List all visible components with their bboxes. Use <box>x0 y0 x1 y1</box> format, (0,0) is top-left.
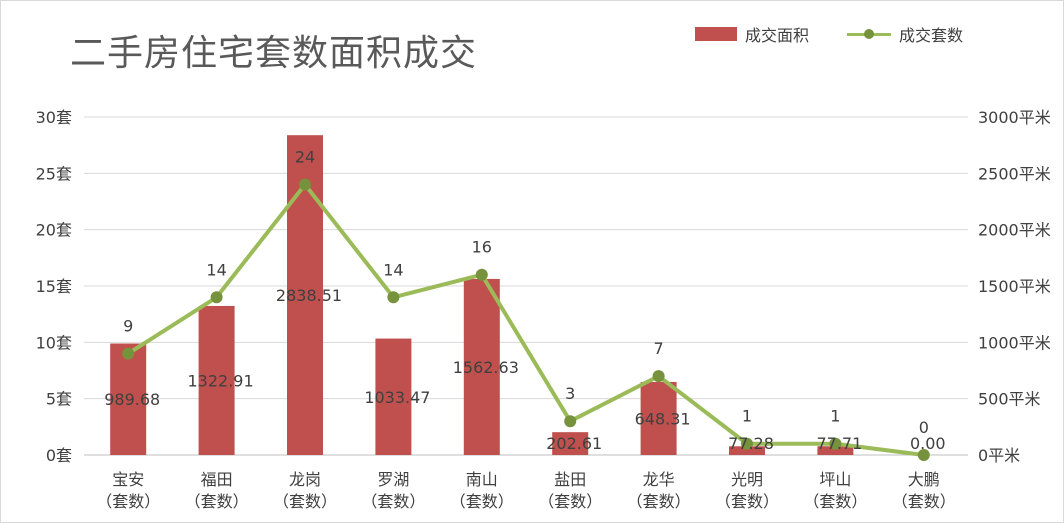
x-category-label: 龙华 <box>643 470 675 489</box>
x-category-sublabel: （套数） <box>715 492 779 511</box>
line-data-label: 3 <box>565 384 575 403</box>
legend-line-swatch <box>847 27 892 41</box>
line-marker <box>652 370 665 383</box>
bar-data-label: 648.31 <box>635 409 691 428</box>
bar-area <box>198 305 235 455</box>
line-marker <box>299 178 311 191</box>
bar-area <box>817 446 854 455</box>
y-right-tick-label: 0平米 <box>978 446 1020 465</box>
x-category-label: 龙岗 <box>289 470 321 489</box>
x-category-sublabel: （套数） <box>96 492 160 511</box>
line-data-label: 9 <box>123 317 133 336</box>
line-data-label: 14 <box>383 260 403 279</box>
line-data-label: 7 <box>654 339 664 358</box>
bar-data-label: 1562.63 <box>453 358 519 377</box>
bar-data-label: 202.61 <box>546 434 602 453</box>
bar-area <box>552 432 589 455</box>
x-category-sublabel: （套数） <box>450 492 514 511</box>
y-right-tick-label: 3000平米 <box>978 108 1051 127</box>
x-category-label: 宝安 <box>112 470 144 489</box>
x-category-sublabel: （套数） <box>185 492 249 511</box>
y-right-tick-label: 2000平米 <box>978 221 1051 240</box>
line-data-label: 16 <box>472 238 492 257</box>
bar-data-label: 0.00 <box>910 434 946 453</box>
line-marker <box>475 268 488 281</box>
line-marker <box>741 437 753 450</box>
y-left-tick-label: 20套 <box>36 221 72 240</box>
line-marker <box>387 291 400 304</box>
legend-bar-swatch <box>695 27 737 41</box>
y-left-tick-label: 30套 <box>36 108 72 127</box>
legend-bar-label: 成交面积 <box>745 26 810 45</box>
bar-data-label: 77.28 <box>728 434 774 453</box>
x-category-label: 盐田 <box>554 470 586 489</box>
y-right-tick-label: 1000平米 <box>978 333 1051 352</box>
legend-item-area: 成交面积 <box>695 22 809 46</box>
chart-title: 二手房住宅套数面积成交 <box>70 33 478 74</box>
y-left-tick-label: 10套 <box>36 333 72 352</box>
x-category-sublabel: （套数） <box>627 492 691 511</box>
bar-data-label: 1033.47 <box>364 388 430 407</box>
x-category-label: 大鹏 <box>908 470 940 489</box>
line-data-label: 24 <box>295 148 315 167</box>
x-category-label: 光明 <box>731 470 763 489</box>
x-category-label: 罗湖 <box>377 470 409 489</box>
y-left-tick-label: 25套 <box>36 164 72 183</box>
line-data-label: 1 <box>742 407 752 426</box>
x-category-label: 南山 <box>466 470 498 489</box>
y-right-tick-label: 500平米 <box>978 390 1041 409</box>
bar-area <box>110 343 147 455</box>
y-left-tick-label: 5套 <box>46 390 72 409</box>
y-right-tick-label: 2500平米 <box>978 164 1051 183</box>
x-category-sublabel: （套数） <box>273 492 337 511</box>
x-category-sublabel: （套数） <box>361 492 425 511</box>
legend-item-count: 成交套数 <box>847 22 963 46</box>
y-right-tick-label: 1500平米 <box>978 277 1051 296</box>
line-marker <box>564 415 577 428</box>
bar-data-label: 989.68 <box>104 390 160 409</box>
bar-data-label: 2838.51 <box>276 286 342 305</box>
x-category-sublabel: （套数） <box>538 492 602 511</box>
x-category-sublabel: （套数） <box>803 492 867 511</box>
line-marker <box>829 437 842 450</box>
bar-data-label: 77.71 <box>816 434 862 453</box>
line-marker <box>122 347 135 360</box>
line-data-label: 1 <box>830 407 840 426</box>
bar-data-label: 1322.91 <box>188 371 254 390</box>
line-data-label: 0 <box>919 418 929 437</box>
bar-area <box>375 338 412 455</box>
line-data-label: 14 <box>206 260 226 279</box>
line-marker <box>210 291 223 304</box>
x-category-sublabel: （套数） <box>892 492 956 511</box>
bar-area <box>463 278 500 455</box>
chart-legend: 成交面积 成交套数 <box>695 22 1001 46</box>
bar-area <box>640 381 677 455</box>
line-marker <box>917 449 930 461</box>
x-category-label: 坪山 <box>819 470 851 489</box>
line-count-series <box>127 182 925 457</box>
x-category-label: 福田 <box>201 470 233 489</box>
legend-line-label: 成交套数 <box>899 26 964 45</box>
y-left-tick-label: 0套 <box>46 446 72 465</box>
bar-area <box>729 446 765 455</box>
y-left-tick-label: 15套 <box>36 277 72 296</box>
